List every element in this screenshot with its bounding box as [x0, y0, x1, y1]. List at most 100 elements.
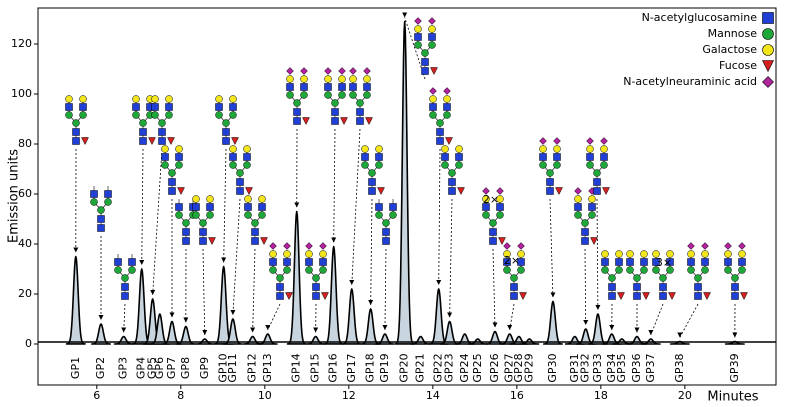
- glycan-unit: [140, 138, 147, 145]
- glycan-unit: [429, 18, 436, 25]
- glycan-unit: [306, 259, 313, 266]
- glycan-unit: [582, 238, 589, 245]
- annotation-arrow: [203, 249, 205, 335]
- arrow-head: [313, 328, 318, 333]
- glycan-unit: [294, 100, 301, 107]
- glycan-unit: [369, 179, 376, 186]
- glycan-unit: [446, 138, 453, 145]
- x-tick-label: 8: [177, 389, 184, 402]
- arrow-head: [183, 318, 188, 323]
- glycan-unit: [504, 243, 511, 250]
- glycan-unit: [587, 154, 594, 161]
- arrow-head: [732, 333, 737, 338]
- glycan-unit: [301, 84, 308, 91]
- peak-label: GP16: [327, 353, 340, 382]
- glycan-unit: [618, 293, 625, 300]
- glycan-unit: [547, 188, 554, 195]
- glycan-unit: [483, 212, 490, 219]
- glycan-unit: [216, 104, 223, 111]
- glycan-unit: [449, 188, 456, 195]
- legend-symbol: [763, 61, 774, 72]
- glycan-unit: [80, 96, 87, 103]
- legend-symbol: [763, 29, 774, 40]
- glycan-unit: [695, 275, 702, 282]
- glycan-unit: [306, 243, 313, 250]
- glycan-unit: [444, 96, 451, 103]
- glycan-unit: [183, 220, 190, 227]
- glycan-unit: [284, 243, 291, 250]
- glycan-unit: [725, 243, 732, 250]
- glycan-unit: [169, 188, 176, 195]
- glycan-unit: [741, 293, 748, 300]
- glycan-unit: [230, 146, 237, 153]
- glycan-unit: [556, 188, 563, 195]
- arrow-head: [202, 330, 207, 335]
- glycan-unit: [162, 154, 169, 161]
- peak: [92, 324, 110, 344]
- glycan-unit: [688, 259, 695, 266]
- y-tick-label: 0: [25, 337, 32, 350]
- glycan-unit: [430, 88, 437, 95]
- glycan-unit: [376, 146, 383, 153]
- x-tick-label: 18: [594, 389, 608, 402]
- arrow-head: [507, 325, 512, 330]
- glycan-unit: [634, 275, 641, 282]
- arrow-head: [250, 328, 255, 333]
- glycan-unit: [430, 96, 437, 103]
- glycan-unit: [244, 146, 251, 153]
- glycan-unit: [362, 146, 369, 153]
- glycan-unit: [287, 92, 294, 99]
- glycan-unit: [634, 293, 641, 300]
- glycan-unit: [133, 112, 140, 119]
- glycan-unit: [168, 138, 175, 145]
- annotation-arrow: [352, 129, 360, 285]
- glycan-unit: [301, 92, 308, 99]
- glycan-unit: [91, 191, 98, 198]
- glycan-unit: [499, 238, 506, 245]
- annotation-arrow: [550, 199, 553, 298]
- glycan-unit: [589, 212, 596, 219]
- glycan-unit: [232, 138, 239, 145]
- glycan-unit: [643, 293, 650, 300]
- glycan-unit: [518, 267, 525, 274]
- peak: [243, 337, 261, 345]
- glycan-unit: [704, 293, 711, 300]
- glycan-unit: [587, 162, 594, 169]
- arrow-head: [121, 328, 126, 333]
- glycan-unit: [511, 284, 518, 291]
- glycan-unit: [603, 188, 610, 195]
- y-tick-label: 20: [18, 287, 32, 300]
- glycan-unit: [364, 84, 371, 91]
- glycan-unit: [115, 259, 122, 266]
- y-tick-label: 100: [11, 87, 32, 100]
- glycan-unit: [589, 204, 596, 211]
- glycan-unit: [582, 229, 589, 236]
- glycan-unit: [230, 112, 237, 119]
- glycan-unit: [176, 146, 183, 153]
- glycan-unit: [341, 118, 348, 125]
- glycan-unit: [601, 138, 608, 145]
- glycan-unit: [270, 251, 277, 258]
- glycan-unit: [688, 267, 695, 274]
- glycan-unit: [383, 238, 390, 245]
- glycan-unit: [178, 188, 185, 195]
- annotation-arrow: [253, 249, 255, 333]
- glycan-unit: [82, 138, 89, 145]
- glycan-unit: [589, 196, 596, 203]
- peak-label: GP29: [522, 353, 535, 382]
- glycan-unit: [350, 76, 357, 83]
- glycan-unit: [518, 243, 525, 250]
- legend-label: N-acetylglucosamine: [642, 11, 758, 24]
- glycan-unit: [320, 259, 327, 266]
- peak-label: GP2: [94, 357, 107, 379]
- annotation-arrow: [224, 149, 226, 263]
- arrow-head: [382, 325, 387, 330]
- glycan-unit: [115, 267, 122, 274]
- glycan-unit: [183, 238, 190, 245]
- glycan-unit: [252, 229, 259, 236]
- glycan-unit: [554, 138, 561, 145]
- glycan-unit: [390, 212, 397, 219]
- arrow-head: [73, 248, 78, 253]
- glycan-unit: [244, 162, 251, 169]
- y-tick-label: 80: [18, 137, 32, 150]
